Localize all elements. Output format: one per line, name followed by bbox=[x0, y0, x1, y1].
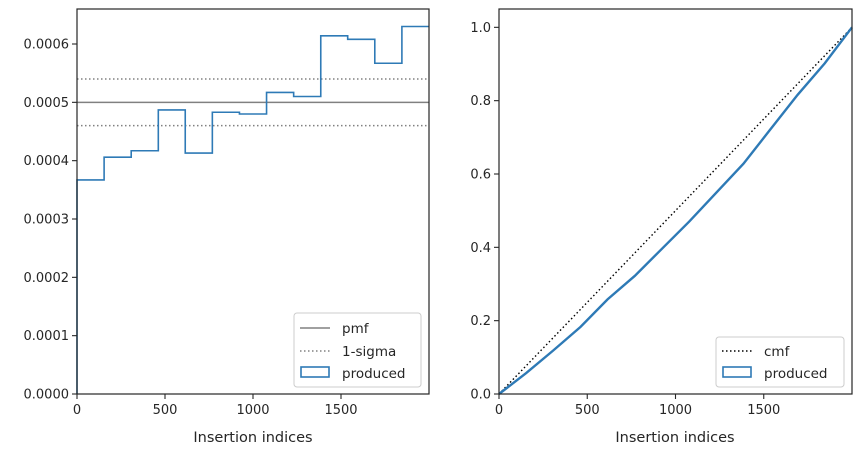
left-y-tick-label: 0.0004 bbox=[24, 154, 70, 169]
right-legend-box bbox=[715, 336, 845, 388]
produced-cumulative-line bbox=[498, 26, 853, 395]
right-y-tick-label: 0.8 bbox=[470, 94, 491, 109]
right-x-axis-label: Insertion indices bbox=[615, 430, 734, 446]
histogram-plot: 0 500 1000 1500 0.0000 0.0001 0.0002 0.0003 0.0… bbox=[24, 8, 430, 446]
left-y-tick-label: 0.0002 bbox=[24, 271, 70, 286]
legend-produced-label: produced bbox=[342, 366, 406, 382]
right-y-tick-label: 1.0 bbox=[470, 21, 491, 36]
left-x-tick-label: 1500 bbox=[324, 403, 357, 418]
legend-produced-swatch-right bbox=[722, 366, 752, 378]
legend-1-sigma-label: 1-sigma bbox=[342, 344, 396, 360]
right-y-tick-label: 0.4 bbox=[470, 241, 491, 256]
left-x-tick-label: 0 bbox=[73, 403, 81, 418]
cumulative-plot: 0 500 1000 1500 0.0 0.2 0.4 0.6 0.8 1.0 Insertio… bbox=[470, 8, 853, 446]
left-legend-box bbox=[293, 312, 422, 388]
legend-cmf-label: cmf bbox=[764, 344, 791, 360]
cmf-line bbox=[498, 26, 853, 395]
legend-produced-label-right: produced bbox=[764, 366, 828, 382]
right-x-tick-label: 1000 bbox=[659, 403, 692, 418]
left-legend: pmf 1-sigma produced bbox=[293, 312, 422, 388]
right-x-tick-label: 0 bbox=[495, 403, 503, 418]
left-y-tick-label: 0.0001 bbox=[24, 329, 70, 344]
right-x-tick-label: 500 bbox=[575, 403, 600, 418]
legend-produced-swatch bbox=[300, 366, 330, 378]
right-legend: cmf produced bbox=[715, 336, 845, 388]
right-y-tick-label: 0.6 bbox=[470, 168, 491, 183]
legend-pmf-label: pmf bbox=[342, 321, 370, 337]
right-y-tick-label: 0.2 bbox=[470, 314, 491, 329]
produced-step-line bbox=[76, 25, 429, 394]
left-x-axis-label: Insertion indices bbox=[193, 430, 312, 446]
left-x-tick-label: 500 bbox=[153, 403, 178, 418]
left-x-tick-label: 1000 bbox=[236, 403, 269, 418]
left-y-tick-label: 0.0006 bbox=[24, 38, 70, 53]
left-y-tick-label: 0.0005 bbox=[24, 96, 70, 111]
right-axes-frame bbox=[498, 8, 853, 395]
right-y-tick-label: 0.0 bbox=[470, 388, 491, 403]
left-y-tick-label: 0.0003 bbox=[24, 213, 70, 228]
right-x-tick-label: 1500 bbox=[747, 403, 780, 418]
left-y-tick-label: 0.0000 bbox=[24, 388, 70, 403]
